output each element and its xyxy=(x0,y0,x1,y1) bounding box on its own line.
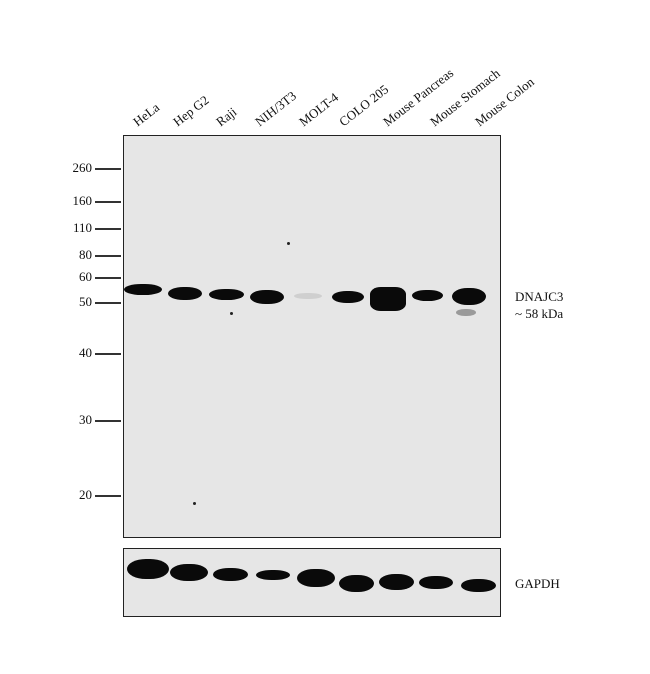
band-hela xyxy=(124,284,162,295)
marker-30: 30 xyxy=(79,412,92,427)
gapdh-band-molt4 xyxy=(297,569,335,587)
marker-tick xyxy=(95,228,121,230)
marker-tick xyxy=(95,302,121,304)
main-blot-panel xyxy=(123,135,501,538)
target-label: DNAJC3 ~ 58 kDa xyxy=(515,288,563,322)
lane-label-nih3t3: NIH/3T3 xyxy=(252,88,299,130)
marker-60: 60 xyxy=(79,269,92,284)
band-mouse-stomach xyxy=(412,290,443,301)
marker-40: 40 xyxy=(79,345,92,360)
marker-260: 260 xyxy=(72,160,93,175)
loading-control-panel xyxy=(123,548,501,617)
gapdh-band-mouse-stomach xyxy=(419,576,453,589)
gapdh-band-raji xyxy=(213,568,248,581)
gapdh-band-nih3t3 xyxy=(256,570,290,580)
marker-tick xyxy=(95,168,121,170)
gapdh-band-hepg2 xyxy=(170,564,208,581)
lane-label-raji: Raji xyxy=(213,104,240,130)
artifact-speck xyxy=(193,502,196,505)
band-mouse-colon xyxy=(452,288,486,305)
band-mouse-colon-lower xyxy=(456,309,476,316)
artifact-speck xyxy=(287,242,290,245)
band-hepg2 xyxy=(168,287,202,300)
loading-control-label: GAPDH xyxy=(515,576,560,591)
marker-160: 160 xyxy=(72,193,93,208)
lane-label-hepg2: Hep G2 xyxy=(170,92,212,130)
marker-tick xyxy=(95,495,121,497)
gapdh-band-mouse-pancreas xyxy=(379,574,414,590)
marker-50: 50 xyxy=(79,294,92,309)
gapdh-band-hela xyxy=(127,559,169,579)
band-molt4 xyxy=(294,293,322,299)
marker-110: 110 xyxy=(72,220,92,235)
marker-tick xyxy=(95,201,121,203)
target-size: ~ 58 kDa xyxy=(515,306,564,321)
band-colo205 xyxy=(332,291,364,303)
target-name: DNAJC3 xyxy=(515,289,564,304)
band-nih3t3 xyxy=(250,290,284,304)
lane-label-hela: HeLa xyxy=(130,99,163,130)
marker-tick xyxy=(95,353,121,355)
artifact-speck xyxy=(230,312,233,315)
marker-tick xyxy=(95,255,121,257)
marker-tick xyxy=(95,277,121,279)
marker-80: 80 xyxy=(79,247,92,262)
marker-tick xyxy=(95,420,121,422)
band-raji xyxy=(209,289,244,300)
marker-20: 20 xyxy=(79,487,92,502)
gapdh-band-colo205 xyxy=(339,575,374,592)
gapdh-band-mouse-colon xyxy=(461,579,496,592)
band-mouse-pancreas xyxy=(370,287,406,311)
lane-label-molt4: MOLT-4 xyxy=(296,89,342,130)
